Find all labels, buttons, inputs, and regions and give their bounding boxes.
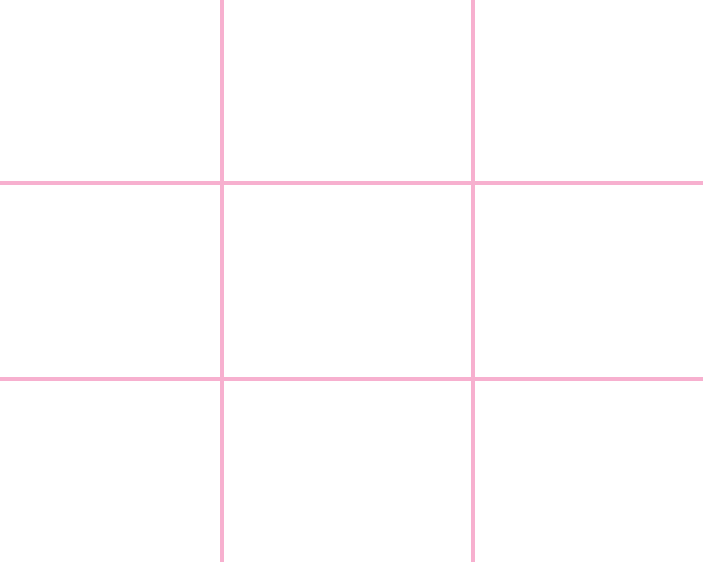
board-cell-9[interactable]: [475, 381, 703, 562]
board-cell-4[interactable]: [0, 185, 220, 377]
board-cell-1[interactable]: [0, 0, 220, 181]
board-cell-5[interactable]: [224, 185, 471, 377]
board-cell-2[interactable]: [224, 0, 471, 181]
grid-line-horizontal-1: [0, 181, 703, 185]
grid-line-vertical-2: [471, 0, 475, 562]
grid-line-vertical-1: [220, 0, 224, 562]
board-cell-7[interactable]: [0, 381, 220, 562]
board-cell-3[interactable]: [475, 0, 703, 181]
board-cell-6[interactable]: [475, 185, 703, 377]
board-cell-8[interactable]: [224, 381, 471, 562]
grid-line-horizontal-2: [0, 377, 703, 381]
